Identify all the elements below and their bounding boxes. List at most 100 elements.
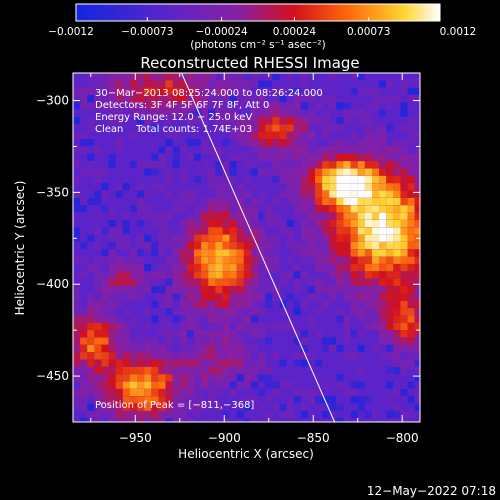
heatmap-cell <box>336 234 344 242</box>
heatmap-cell <box>400 337 408 345</box>
heatmap-cell <box>393 234 401 242</box>
heatmap-cell <box>208 197 216 206</box>
heatmap-cell <box>343 249 351 257</box>
heatmap-cell <box>144 109 152 117</box>
heatmap-cell <box>215 117 223 125</box>
heatmap-cell <box>300 300 308 308</box>
heatmap-cell <box>386 322 394 331</box>
heatmap-cell <box>236 95 244 103</box>
heatmap-cell <box>293 153 301 162</box>
heatmap-cell <box>258 102 266 110</box>
heatmap-cell <box>194 359 202 367</box>
heatmap-cell <box>364 249 373 257</box>
heatmap-cell <box>236 381 244 389</box>
heatmap-cell <box>414 366 420 375</box>
heatmap-cell <box>293 337 301 345</box>
heatmap-cell <box>115 73 123 81</box>
heatmap-cell <box>329 249 337 257</box>
heatmap-cell <box>122 227 130 235</box>
heatmap-cell <box>172 388 180 397</box>
heatmap-cell <box>279 219 287 228</box>
heatmap-cell <box>250 286 259 294</box>
heatmap-cell <box>201 219 209 228</box>
heatmap-cell <box>407 131 415 139</box>
heatmap-cell <box>179 197 187 206</box>
heatmap-cell <box>144 271 152 279</box>
heatmap-cell <box>371 161 380 169</box>
heatmap-cell <box>336 212 344 220</box>
heatmap-cell <box>307 241 316 250</box>
heatmap-cell <box>201 256 209 264</box>
heatmap-cell <box>179 219 187 228</box>
heatmap-cell <box>258 241 266 250</box>
heatmap-cell <box>272 388 280 397</box>
heatmap-cell <box>400 161 408 169</box>
heatmap-cell <box>279 131 287 139</box>
heatmap-cell <box>350 161 358 169</box>
heatmap-cell <box>158 374 166 382</box>
heatmap-cell <box>322 344 330 352</box>
heatmap-cell <box>407 396 415 404</box>
heatmap-cell <box>414 205 420 213</box>
heatmap-cell <box>165 374 173 382</box>
heatmap-cell <box>265 139 273 147</box>
heatmap-cell <box>393 344 401 353</box>
heatmap-cell <box>357 286 365 294</box>
heatmap-cell <box>80 315 88 323</box>
heatmap-cell <box>279 308 287 316</box>
heatmap-cell <box>222 330 230 338</box>
heatmap-cell <box>414 95 420 103</box>
heatmap-cell <box>179 205 187 213</box>
heatmap-cell <box>101 80 109 88</box>
heatmap-cell <box>172 161 180 169</box>
heatmap-cell <box>293 168 301 176</box>
heatmap-cell <box>350 168 358 176</box>
heatmap-cell <box>307 278 316 286</box>
heatmap-cell <box>179 396 187 404</box>
heatmap-cell <box>129 337 138 345</box>
heatmap-cell <box>215 109 223 117</box>
heatmap-cell <box>322 117 330 125</box>
heatmap-cell <box>350 396 358 404</box>
heatmap-cell <box>201 278 209 286</box>
heatmap-cell <box>229 352 237 360</box>
heatmap-cell <box>186 256 195 264</box>
heatmap-cell <box>129 410 138 419</box>
heatmap-cell <box>300 95 308 103</box>
heatmap-cell <box>158 388 166 397</box>
heatmap-cell <box>222 117 230 125</box>
heatmap-cell <box>258 131 266 139</box>
heatmap-cell <box>179 271 187 279</box>
heatmap-cell <box>265 396 273 404</box>
heatmap-cell <box>315 219 323 228</box>
heatmap-cell <box>414 249 420 257</box>
heatmap-cell <box>73 330 81 338</box>
heatmap-cell <box>414 87 420 95</box>
heatmap-cell <box>350 146 358 154</box>
heatmap-cell <box>250 300 259 308</box>
heatmap-cell <box>414 153 420 162</box>
heatmap-cell <box>329 175 337 184</box>
heatmap-cell <box>80 381 88 389</box>
heatmap-cell <box>329 227 337 235</box>
heatmap-cell <box>293 205 301 213</box>
heatmap-cell <box>186 95 195 103</box>
heatmap-cell <box>357 190 365 198</box>
heatmap-cell <box>293 330 301 338</box>
heatmap-cell <box>322 410 330 418</box>
heatmap-cell <box>315 153 323 162</box>
heatmap-cell <box>172 249 180 257</box>
heatmap-cell <box>129 352 138 360</box>
heatmap-cell <box>73 161 81 169</box>
heatmap-cell <box>129 264 138 272</box>
heatmap-cell <box>201 197 209 206</box>
heatmap-cell <box>350 381 358 389</box>
heatmap-cell <box>158 212 166 220</box>
heatmap-cell <box>258 278 266 286</box>
heatmap-cell <box>151 219 159 228</box>
heatmap-cell <box>379 219 387 228</box>
heatmap-cell <box>414 161 420 169</box>
heatmap-cell <box>229 205 237 213</box>
heatmap-cell <box>137 183 145 191</box>
heatmap-cell <box>243 359 252 367</box>
